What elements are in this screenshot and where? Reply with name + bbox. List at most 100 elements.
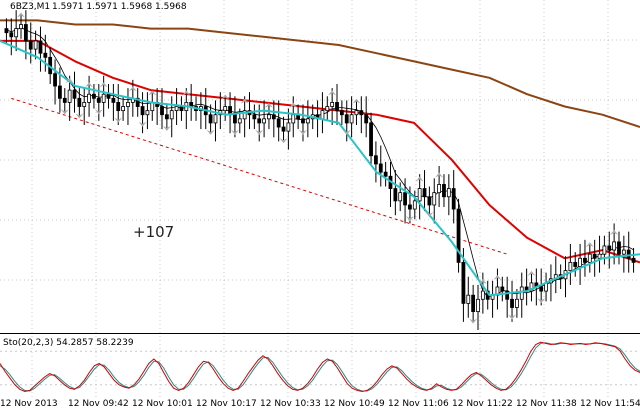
candle-body-70 — [344, 114, 349, 124]
candle-body-25 — [126, 102, 130, 107]
candle-body-7 — [38, 40, 43, 54]
candle-body-2 — [14, 28, 19, 38]
candle-body-83 — [408, 204, 412, 210]
x-axis-ticks: 12 Nov 2013 12 Nov 09:42 12 Nov 10:01 12 No… — [0, 399, 640, 409]
fractal-down-arrow-87 — [425, 211, 434, 217]
ohlc-readout: 1.5971 1.5971 1.5968 1.5968 — [52, 2, 187, 12]
candle-body-61 — [301, 118, 305, 124]
candle-body-22 — [111, 97, 116, 103]
fractal-down-arrow-19 — [94, 109, 103, 115]
fractal-up-arrow-3 — [17, 12, 26, 18]
fractal-up-arrow-85 — [415, 176, 424, 182]
candle-body-102 — [500, 286, 505, 292]
fractal-up-arrow-20 — [99, 82, 108, 88]
fractal-down-arrow-61 — [298, 129, 307, 135]
candle-body-53 — [262, 118, 266, 124]
candles — [4, 10, 636, 331]
x-tick-label-4: 12 Nov 10:33 — [260, 399, 321, 409]
candle-body-106 — [519, 286, 524, 300]
fractal-up-arrow-108 — [527, 270, 536, 276]
symbol-label: 6BZ3,M1 — [10, 2, 50, 12]
candle-body-18 — [92, 93, 96, 99]
fractal-up-arrow-26 — [128, 86, 137, 92]
candle-body-48 — [237, 118, 242, 124]
candle-body-84 — [412, 200, 417, 210]
candle-body-74 — [364, 114, 369, 124]
candle-body-69 — [339, 110, 344, 116]
candle-body-35 — [174, 106, 179, 112]
candle-body-17 — [87, 93, 91, 103]
candle-body-27 — [135, 97, 140, 107]
candle-body-33 — [164, 114, 169, 120]
fractal-down-arrow-42 — [206, 129, 215, 135]
fractal-down-arrow-33 — [162, 125, 171, 131]
candle-body-88 — [432, 192, 437, 206]
fractal-up-arrow-17 — [85, 82, 94, 88]
candle-body-94 — [461, 261, 466, 304]
fractal-up-arrow-67 — [328, 90, 337, 96]
candle-body-42 — [208, 114, 213, 124]
fractal-down-arrow-23 — [114, 117, 123, 123]
candle-body-36 — [179, 106, 184, 112]
trendline — [11, 97, 508, 255]
fractal-up-arrow-54 — [264, 102, 273, 108]
candle-body-47 — [233, 114, 237, 124]
candle-body-98 — [480, 290, 485, 300]
fractal-arrows — [17, 12, 619, 324]
x-tick-label-2: 12 Nov 10:01 — [132, 399, 193, 409]
stochastic-lines — [0, 341, 640, 393]
candle-body-62 — [305, 118, 310, 124]
candle-body-97 — [476, 298, 480, 312]
x-tick-label-9: 12 Nov 11:54 — [580, 399, 640, 409]
ma-fast-line — [0, 39, 640, 297]
x-tick-label-1: 12 Nov 09:42 — [68, 399, 129, 409]
candle-body-108 — [529, 282, 534, 292]
candle-body-117 — [573, 261, 578, 267]
candle-body-52 — [257, 118, 262, 124]
candle-body-118 — [578, 257, 582, 267]
fractal-down-arrow-57 — [279, 138, 288, 144]
fractal-up-arrow-30 — [148, 90, 157, 96]
candle-body-73 — [359, 110, 364, 116]
candle-body-0 — [4, 28, 9, 34]
fractal-down-arrow-83 — [405, 216, 414, 222]
fractal-down-arrow-104 — [508, 314, 517, 320]
ma-fast-path — [0, 39, 640, 297]
candle-body-116 — [568, 261, 573, 271]
candle-body-80 — [393, 188, 398, 202]
fractal-up-arrow-120 — [585, 242, 594, 248]
fractal-up-arrow-13 — [65, 78, 74, 84]
fractal-down-arrow-28 — [138, 121, 147, 127]
candle-body-56 — [276, 118, 281, 128]
candle-body-89 — [437, 184, 442, 194]
candle-body-78 — [383, 171, 388, 177]
x-tick-label-6: 12 Nov 11:06 — [388, 399, 449, 409]
candle-body-128 — [626, 249, 631, 259]
candle-body-59 — [291, 114, 296, 124]
candle-body-68 — [335, 102, 339, 112]
fractal-up-arrow-89 — [435, 172, 444, 178]
candle-body-104 — [510, 298, 514, 308]
fractal-up-arrow-125 — [610, 229, 619, 235]
candle-body-5 — [28, 40, 33, 50]
candle-body-12 — [62, 97, 67, 103]
fractal-down-arrow-15 — [75, 113, 84, 119]
candle-body-55 — [271, 114, 276, 120]
candle-body-77 — [378, 163, 383, 173]
candle-body-121 — [592, 253, 597, 259]
candle-body-29 — [145, 110, 150, 116]
fractal-up-arrow-72 — [352, 98, 361, 104]
candle-body-45 — [223, 106, 228, 112]
fractal-up-arrow-59 — [289, 102, 298, 108]
candle-body-13 — [67, 89, 72, 103]
candle-body-110 — [539, 286, 544, 292]
candle-body-66 — [325, 106, 330, 112]
candle-body-85 — [417, 188, 422, 202]
candle-body-21 — [106, 93, 111, 99]
candle-body-6 — [33, 40, 38, 50]
candle-body-28 — [140, 106, 145, 116]
candle-body-127 — [621, 249, 626, 255]
